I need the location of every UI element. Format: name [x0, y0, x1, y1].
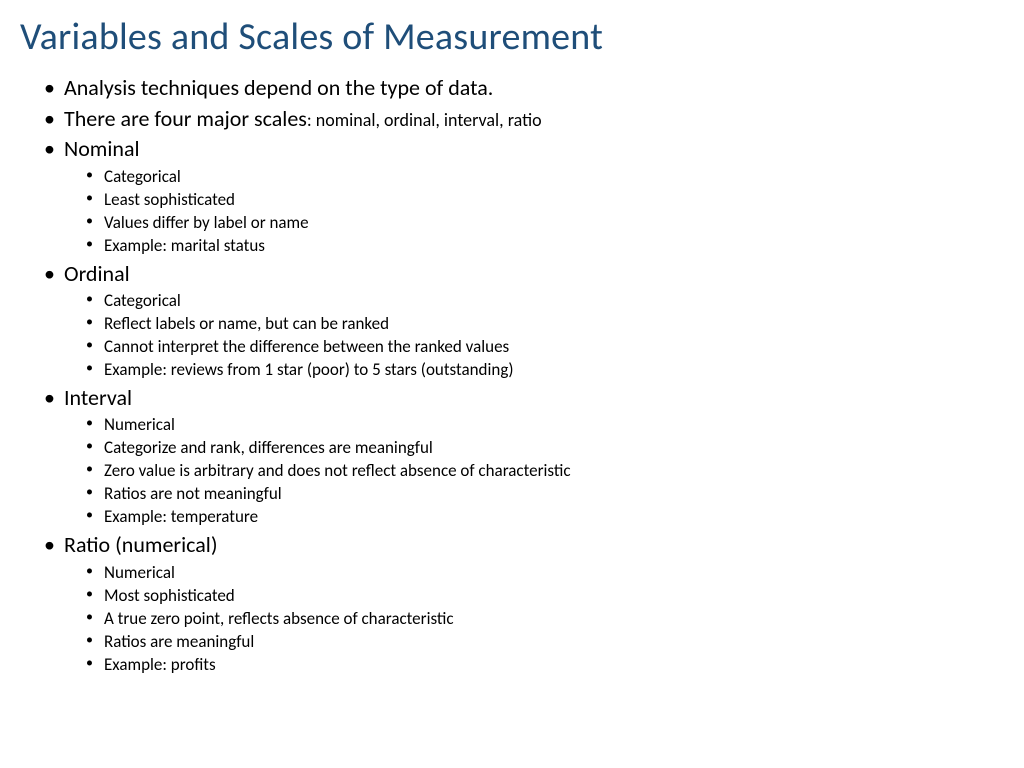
bullet-text: Nominal	[64, 135, 140, 162]
sub-bullet-item: Ratios are meaningful	[104, 631, 1004, 654]
bullet-item: Nominal Categorical Least sophisticated …	[64, 135, 1004, 257]
bullet-item: Ratio (numerical) Numerical Most sophist…	[64, 531, 1004, 676]
bullet-list-level2: Numerical Most sophisticated A true zero…	[64, 562, 1004, 677]
sub-bullet-item: Most sophisticated	[104, 585, 1004, 608]
bullet-list-level2: Numerical Categorize and rank, differenc…	[64, 414, 1004, 529]
sub-bullet-item: Categorize and rank, differences are mea…	[104, 437, 1004, 460]
bullet-item: Analysis techniques depend on the type o…	[64, 74, 1004, 103]
sub-bullet-item: Example: profits	[104, 654, 1004, 677]
sub-bullet-item: Example: marital status	[104, 235, 1004, 258]
slide-container: Variables and Scales of Measurement Anal…	[0, 0, 1024, 698]
bullet-text: There are four major scales	[64, 105, 307, 132]
bullet-text: Interval	[64, 384, 132, 411]
sub-bullet-item: Categorical	[104, 290, 1004, 313]
sub-bullet-item: A true zero point, reflects absence of c…	[104, 608, 1004, 631]
sub-bullet-item: Numerical	[104, 414, 1004, 437]
slide-title: Variables and Scales of Measurement	[20, 14, 1004, 60]
sub-bullet-item: Zero value is arbitrary and does not ref…	[104, 460, 1004, 483]
sub-bullet-item: Reflect labels or name, but can be ranke…	[104, 313, 1004, 336]
bullet-item: Interval Numerical Categorize and rank, …	[64, 384, 1004, 529]
sub-bullet-item: Cannot interpret the difference between …	[104, 336, 1004, 359]
bullet-text-inline: : nominal, ordinal, interval, ratio	[307, 109, 542, 131]
sub-bullet-item: Example: reviews from 1 star (poor) to 5…	[104, 359, 1004, 382]
sub-bullet-item: Numerical	[104, 562, 1004, 585]
bullet-text: Ratio (numerical)	[64, 531, 218, 558]
bullet-list-level1: Analysis techniques depend on the type o…	[20, 74, 1004, 676]
bullet-text: Analysis techniques depend on the type o…	[64, 74, 493, 101]
sub-bullet-item: Categorical	[104, 166, 1004, 189]
sub-bullet-item: Values differ by label or name	[104, 212, 1004, 235]
sub-bullet-item: Least sophisticated	[104, 189, 1004, 212]
bullet-item: Ordinal Categorical Reflect labels or na…	[64, 260, 1004, 382]
bullet-item: There are four major scales: nominal, or…	[64, 105, 1004, 134]
bullet-list-level2: Categorical Least sophisticated Values d…	[64, 166, 1004, 258]
sub-bullet-item: Ratios are not meaningful	[104, 483, 1004, 506]
bullet-list-level2: Categorical Reflect labels or name, but …	[64, 290, 1004, 382]
sub-bullet-item: Example: temperature	[104, 506, 1004, 529]
bullet-text: Ordinal	[64, 260, 130, 287]
